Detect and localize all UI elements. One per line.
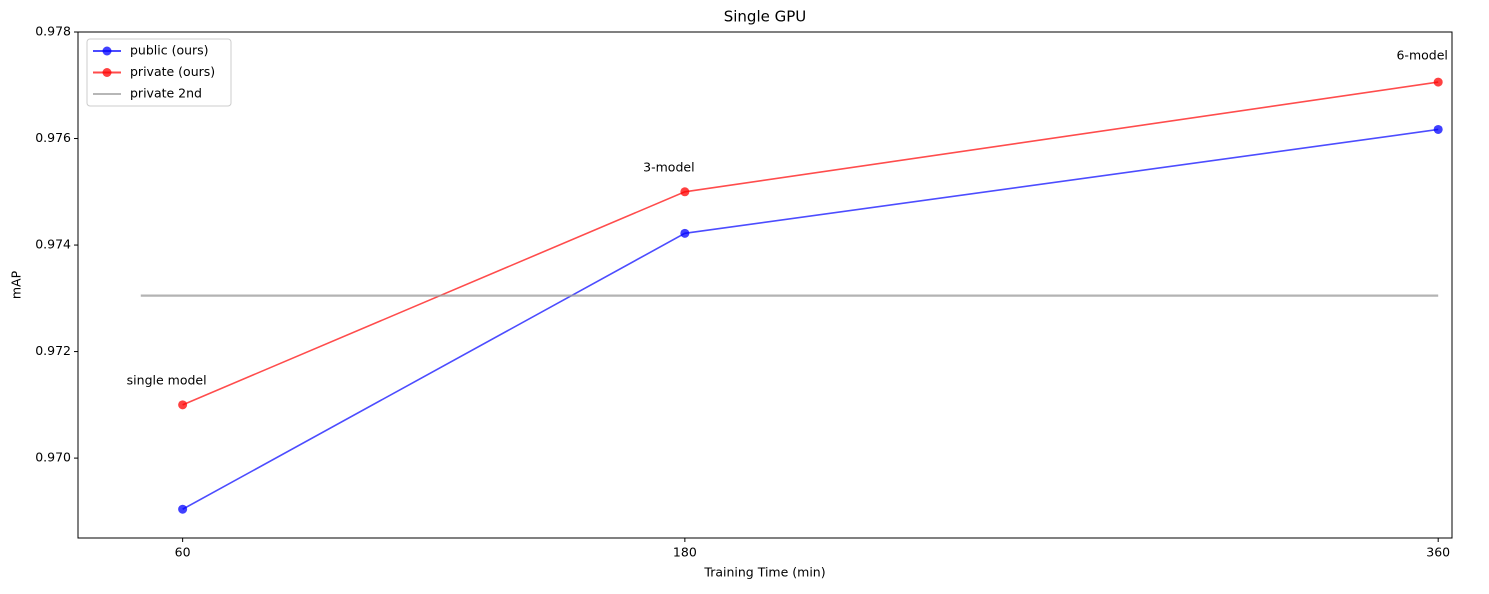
point xyxy=(178,504,188,514)
legend-box xyxy=(86,38,232,107)
point xyxy=(1433,124,1443,134)
series-line xyxy=(182,81,1439,406)
point xyxy=(680,187,690,197)
x-axis-label: Training Time (min) xyxy=(703,565,825,580)
legend-label: private (ours) xyxy=(130,64,215,79)
y-tick-label: 0.976 xyxy=(35,130,71,145)
legend-marker xyxy=(102,68,112,77)
y-tick-label: 0.972 xyxy=(35,343,71,358)
point xyxy=(178,400,188,410)
series-line xyxy=(182,128,1439,510)
x-tick-label: 360 xyxy=(1426,545,1450,560)
point xyxy=(680,228,690,238)
legend-label: private 2nd xyxy=(130,86,202,101)
y-tick-label: 0.974 xyxy=(35,237,71,252)
x-tick-label: 60 xyxy=(175,545,191,560)
plot-frame xyxy=(77,31,1453,539)
chart-title: Single GPU xyxy=(724,8,807,26)
point xyxy=(1433,77,1443,87)
legend: public (ours) private (ours) private 2nd xyxy=(86,38,232,107)
x-tick-label: 180 xyxy=(673,545,697,560)
legend-label: public (ours) xyxy=(130,43,209,58)
annotation: single model xyxy=(127,372,207,387)
legend-marker xyxy=(102,46,112,56)
y-tick-label: 0.970 xyxy=(35,450,71,465)
y-tick-label: 0.978 xyxy=(35,24,71,39)
y-axis-label: mAP xyxy=(9,270,24,299)
annotation: 3-model xyxy=(643,159,694,174)
annotation: 6-model xyxy=(1396,47,1447,62)
